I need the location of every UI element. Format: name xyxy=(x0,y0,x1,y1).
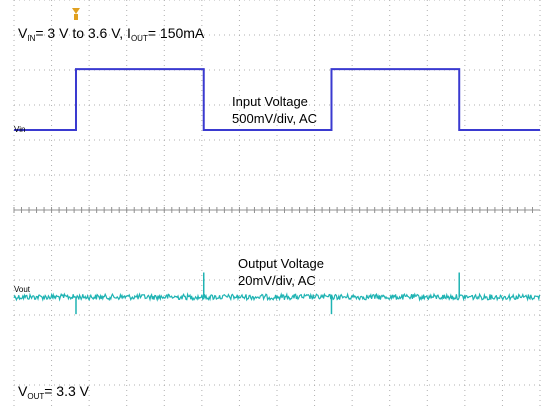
input-voltage-annotation-line1: Input Voltage xyxy=(232,94,308,109)
output-voltage-annotation-line2: 20mV/div, AC xyxy=(238,273,316,288)
plot-grid xyxy=(14,0,540,408)
top-conditions-label: VIN= 3 V to 3.6 V, IOUT= 150mA xyxy=(18,25,205,43)
vin-channel-marker: Vin xyxy=(14,125,25,134)
output-voltage-annotation-line1: Output Voltage xyxy=(238,256,324,271)
bottom-conditions-label: VOUT= 3.3 V xyxy=(18,383,90,401)
input-voltage-annotation-line2: 500mV/div, AC xyxy=(232,111,317,126)
trigger-marker-icon xyxy=(72,8,80,20)
vout-channel-marker: Vout xyxy=(14,285,31,294)
